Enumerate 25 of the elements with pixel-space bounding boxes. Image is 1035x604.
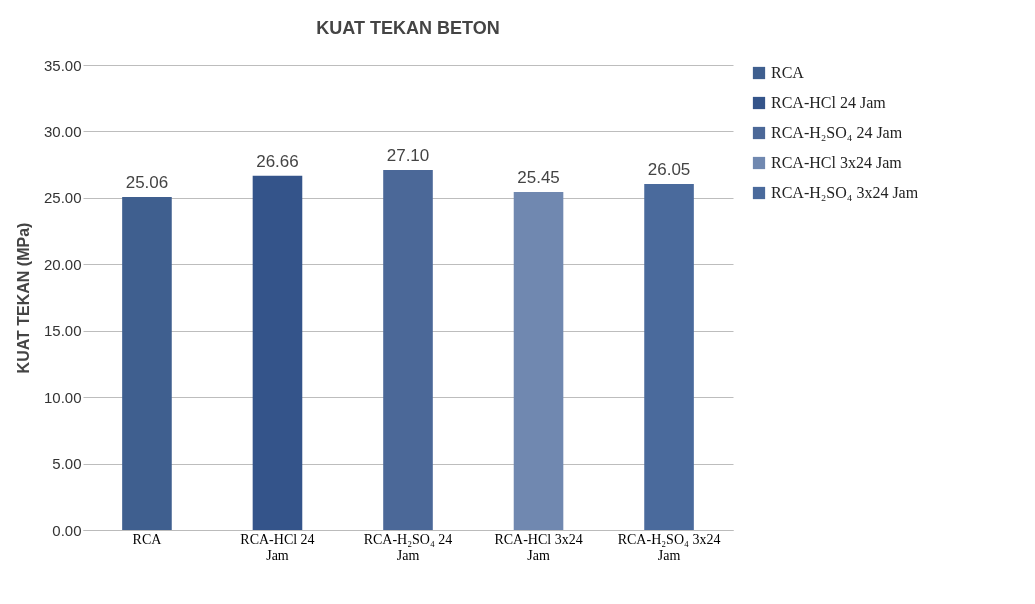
x-tick-label: RCA-HCl 3x24 Jam (494, 531, 583, 563)
legend-label: RCA (771, 64, 805, 81)
x-tick-label: RCA-H₂SO₄ 3x24 Jam (617, 531, 721, 563)
legend-label: RCA-H₂SO₄ 3x24 Jam (771, 184, 919, 201)
y-tick-label: 20.00 (43, 255, 82, 273)
data-label: 27.10 (386, 145, 430, 165)
data-label: 25.06 (125, 173, 169, 193)
y-tick-label: 10.00 (43, 388, 82, 406)
data-label: 26.66 (256, 151, 299, 171)
data-label: 26.05 (647, 159, 691, 179)
y-axis-title: KUAT TEKAN (MPa) (14, 222, 32, 374)
legend-label: RCA-HCl 3x24 Jam (771, 154, 903, 171)
chart-title: KUAT TEKAN BETON (316, 18, 500, 38)
x-tick-label: RCA-HCl 24 Jam (240, 531, 315, 563)
y-tick-label: 30.00 (43, 122, 82, 140)
y-tick-label: 25.00 (43, 189, 82, 207)
legend-label: RCA-H₂SO₄ 24 Jam (771, 124, 903, 141)
y-tick-label: 35.00 (43, 56, 82, 74)
y-tick-label: 0.00 (52, 521, 82, 539)
y-tick-label: 15.00 (43, 322, 82, 340)
y-tick-label: 5.00 (52, 455, 82, 473)
x-tick-label: RCA-H₂SO₄ 24 Jam (363, 531, 453, 563)
data-label: 25.45 (517, 167, 560, 187)
x-tick-label: RCA (132, 531, 163, 547)
legend-label: RCA-HCl 24 Jam (771, 94, 887, 111)
